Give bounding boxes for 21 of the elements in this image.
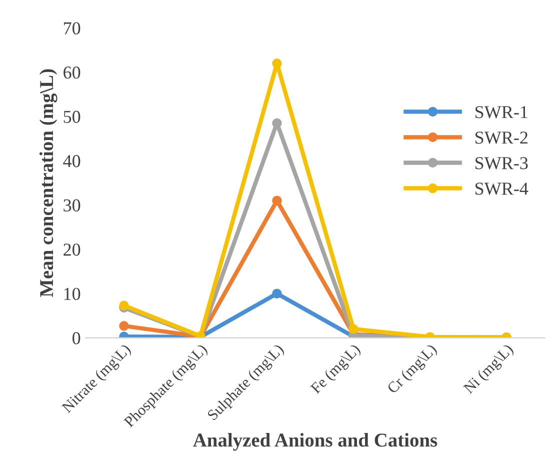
- legend-label: SWR-2: [475, 132, 528, 144]
- point: [119, 300, 129, 310]
- legend-label: SWR-3: [475, 157, 528, 170]
- point: [272, 118, 282, 128]
- legend-label: SWR-1: [475, 106, 528, 118]
- y-tick-label: 50: [64, 110, 80, 123]
- point: [348, 324, 358, 334]
- x-axis-title: Analyzed Anions and Cations: [193, 433, 438, 451]
- legend-label: SWR-4: [475, 182, 528, 195]
- point: [272, 196, 282, 206]
- point: [272, 288, 282, 298]
- y-tick-label: 10: [64, 288, 80, 300]
- y-tick-label: 0: [72, 332, 80, 344]
- y-tick-label: 20: [64, 244, 80, 256]
- y-tick-label: 60: [64, 66, 80, 79]
- y-tick-label: 40: [63, 155, 80, 168]
- y-tick-label: 30: [64, 199, 80, 212]
- point: [119, 321, 129, 331]
- point: [272, 58, 282, 68]
- y-tick-label: 70: [64, 22, 80, 34]
- y-axis-title: Mean concentration (mg\L): [39, 69, 58, 298]
